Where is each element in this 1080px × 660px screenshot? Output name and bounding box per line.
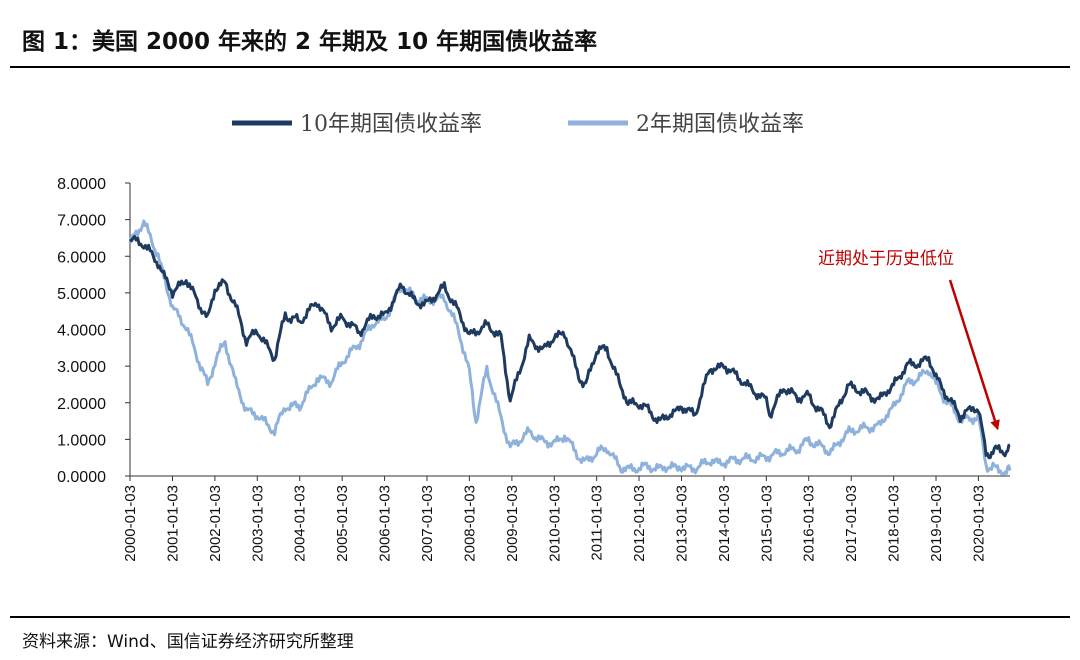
y-tick-label: 2.0000 xyxy=(57,396,106,413)
y-tick-label: 0.0000 xyxy=(57,469,106,486)
y-tick-label: 8.0000 xyxy=(57,176,106,193)
x-tick-label: 2006-01-03 xyxy=(377,485,394,562)
annotation: 近期处于历史低位 xyxy=(818,249,1000,431)
x-tick-label: 2010-01-03 xyxy=(546,485,563,562)
chart-legend: 10年期国债收益率 2年期国债收益率 xyxy=(232,112,804,137)
annotation-arrow xyxy=(948,279,1000,431)
x-tick-label: 2008-01-03 xyxy=(461,485,478,562)
x-tick-label: 2007-01-03 xyxy=(419,485,436,562)
figure-title: 图 1：美国 2000 年来的 2 年期及 10 年期国债收益率 xyxy=(22,29,598,55)
title-rule xyxy=(10,66,1070,68)
x-tick-label: 2017-01-03 xyxy=(843,485,860,562)
y-tick-label: 6.0000 xyxy=(57,249,106,266)
y-axis: 0.0000 1.0000 2.0000 3.0000 4.0000 5.0000 6.00… xyxy=(57,176,131,486)
y-tick-label: 1.0000 xyxy=(57,432,106,449)
x-tick-label: 2018-01-03 xyxy=(886,485,903,562)
x-tick-label: 2003-01-03 xyxy=(249,485,266,562)
x-axis: 2000-01-03 2001-01-03 2002-01-03 2003-01-03… xyxy=(122,475,1010,562)
series-line-2y xyxy=(128,219,1012,476)
source-note: 资料来源：Wind、国信证券经济研究所整理 xyxy=(22,632,354,652)
x-tick-label: 2019-01-03 xyxy=(928,485,945,562)
y-tick-label: 5.0000 xyxy=(57,286,106,303)
x-tick-label: 2014-01-03 xyxy=(716,485,733,562)
annotation-label: 近期处于历史低位 xyxy=(818,249,954,269)
x-tick-label: 2004-01-03 xyxy=(292,485,309,562)
x-tick-label: 2011-01-03 xyxy=(589,485,606,561)
series-layer xyxy=(128,219,1012,476)
x-tick-label: 2002-01-03 xyxy=(207,485,224,562)
y-tick-label: 7.0000 xyxy=(57,213,106,230)
x-tick-label: 2016-01-03 xyxy=(801,485,818,562)
y-tick-label: 4.0000 xyxy=(57,323,106,340)
x-tick-label: 2000-01-03 xyxy=(122,485,139,562)
y-tick-label: 3.0000 xyxy=(57,359,106,376)
x-tick-label: 2005-01-03 xyxy=(334,485,351,562)
legend-label-2y: 2年期国债收益率 xyxy=(636,112,804,137)
series-line-10y xyxy=(128,235,1011,460)
x-tick-label: 2012-01-03 xyxy=(631,485,648,562)
x-tick-label: 2001-01-03 xyxy=(165,485,182,562)
x-tick-label: 2009-01-03 xyxy=(504,485,521,562)
legend-label-10y: 10年期国债收益率 xyxy=(300,112,482,137)
x-tick-label: 2013-01-03 xyxy=(674,485,691,562)
x-tick-label: 2020-01-03 xyxy=(970,485,987,562)
yield-chart: 10年期国债收益率 2年期国债收益率 0.0000 1.0000 2.0000 3.00… xyxy=(57,112,1012,562)
source-rule xyxy=(10,616,1070,618)
x-tick-label: 2015-01-03 xyxy=(758,485,775,562)
